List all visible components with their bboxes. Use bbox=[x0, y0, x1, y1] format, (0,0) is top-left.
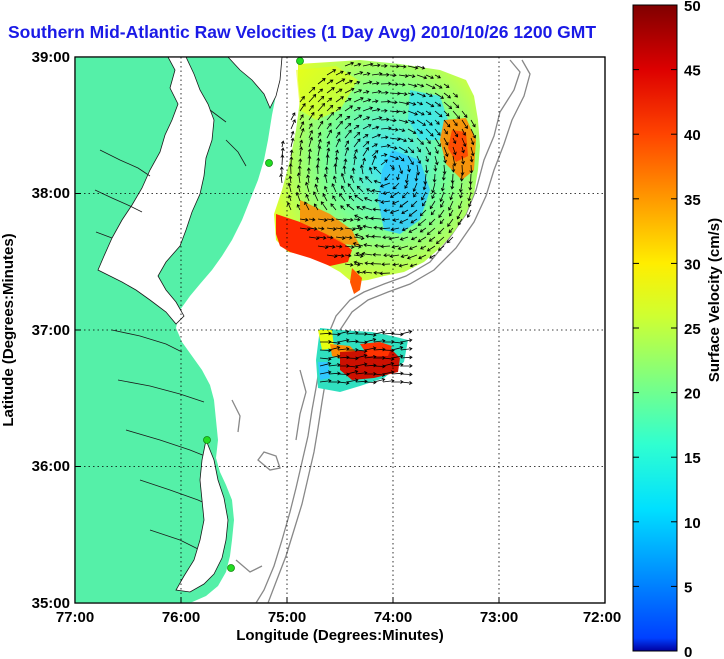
grid-lines bbox=[75, 57, 605, 603]
x-axis: 77:00 76:00 75:00 74:00 73:00 72:00 Long… bbox=[56, 597, 621, 644]
y-tick-label: 36:00 bbox=[32, 458, 70, 475]
x-tick-label: 73:00 bbox=[480, 609, 518, 626]
chesapeake-bay bbox=[97, 57, 215, 325]
colorbar-tick: 5 bbox=[684, 579, 692, 596]
colorbar-gradient bbox=[632, 4, 678, 652]
colorbar-tick: 40 bbox=[684, 127, 701, 144]
map-title: Southern Mid-Atlantic Raw Velocities (1 … bbox=[8, 22, 597, 42]
colorbar-tick: 35 bbox=[684, 192, 701, 209]
y-tick-label: 39:00 bbox=[32, 49, 70, 66]
station-marker bbox=[296, 57, 304, 65]
colorbar-tick: 10 bbox=[684, 515, 701, 532]
y-axis-label: Latitude (Degrees:Minutes) bbox=[0, 233, 17, 426]
radar-stations bbox=[203, 57, 304, 572]
x-tick-label: 77:00 bbox=[56, 609, 94, 626]
x-tick-label: 72:00 bbox=[583, 609, 621, 626]
x-axis-label: Longitude (Degrees:Minutes) bbox=[236, 627, 444, 644]
colorbar-tick: 50 bbox=[684, 0, 701, 15]
y-tick-label: 38:00 bbox=[32, 185, 70, 202]
colorbar-tick: 15 bbox=[684, 450, 701, 467]
y-axis: 39:00 38:00 37:00 36:00 35:00 Latitude (… bbox=[0, 49, 81, 612]
y-tick-label: 37:00 bbox=[32, 322, 70, 339]
x-tick-label: 75:00 bbox=[268, 609, 306, 626]
colorbar-label: Surface Velocity (cm/s) bbox=[706, 218, 723, 382]
station-marker bbox=[227, 564, 235, 572]
land-mass bbox=[75, 57, 282, 603]
delaware-bay bbox=[227, 57, 283, 109]
x-tick-label: 74:00 bbox=[374, 609, 412, 626]
station-marker bbox=[265, 159, 273, 167]
isobath-contours bbox=[231, 59, 531, 603]
x-tick-label: 76:00 bbox=[162, 609, 200, 626]
station-marker bbox=[203, 436, 211, 444]
pamlico-sound bbox=[175, 438, 229, 593]
colorbar-tick: 0 bbox=[684, 644, 692, 659]
y-tick-label: 35:00 bbox=[32, 595, 70, 612]
colorbar-tick: 30 bbox=[684, 256, 701, 273]
colorbar: 50 45 40 35 30 25 20 15 10 5 0 Surface V… bbox=[632, 0, 723, 659]
colorbar-tick: 25 bbox=[684, 321, 701, 338]
velocity-arrows bbox=[279, 61, 477, 385]
colorbar-tick: 45 bbox=[684, 63, 701, 80]
colorbar-tick: 20 bbox=[684, 386, 701, 403]
